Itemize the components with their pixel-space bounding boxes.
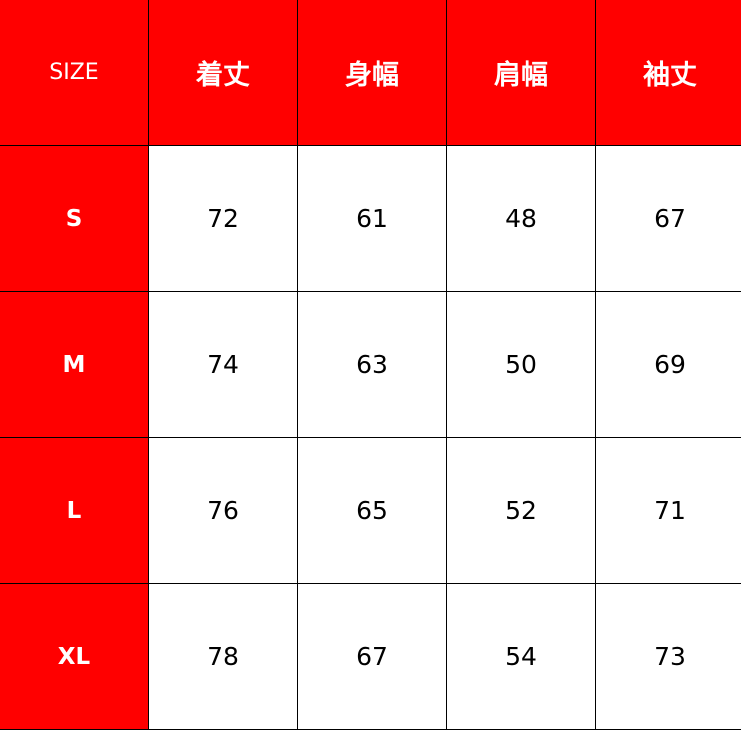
table-cell: 67 bbox=[297, 583, 447, 730]
table-row: S 72 61 48 67 bbox=[0, 145, 741, 292]
size-label: S bbox=[0, 145, 149, 292]
table-cell: 52 bbox=[446, 437, 596, 584]
header-shoulder: 肩幅 bbox=[446, 0, 596, 146]
header-sleeve: 袖丈 bbox=[595, 0, 741, 146]
table-cell: 76 bbox=[148, 437, 298, 584]
table-cell: 67 bbox=[595, 145, 741, 292]
size-label: L bbox=[0, 437, 149, 584]
corner-label: SIZE bbox=[0, 0, 149, 146]
table-cell: 50 bbox=[446, 291, 596, 438]
table-cell: 65 bbox=[297, 437, 447, 584]
table-cell: 73 bbox=[595, 583, 741, 730]
table-cell: 54 bbox=[446, 583, 596, 730]
header-row: SIZE 着丈 身幅 肩幅 袖丈 bbox=[0, 0, 741, 146]
header-width: 身幅 bbox=[297, 0, 447, 146]
table-cell: 78 bbox=[148, 583, 298, 730]
table-cell: 74 bbox=[148, 291, 298, 438]
table-cell: 72 bbox=[148, 145, 298, 292]
table-cell: 69 bbox=[595, 291, 741, 438]
size-label: XL bbox=[0, 583, 149, 730]
table-row: XL 78 67 54 73 bbox=[0, 583, 741, 730]
header-length: 着丈 bbox=[148, 0, 298, 146]
table-cell: 48 bbox=[446, 145, 596, 292]
table-row: M 74 63 50 69 bbox=[0, 291, 741, 438]
table-row: L 76 65 52 71 bbox=[0, 437, 741, 584]
table-cell: 61 bbox=[297, 145, 447, 292]
size-label: M bbox=[0, 291, 149, 438]
table-cell: 71 bbox=[595, 437, 741, 584]
table-cell: 63 bbox=[297, 291, 447, 438]
